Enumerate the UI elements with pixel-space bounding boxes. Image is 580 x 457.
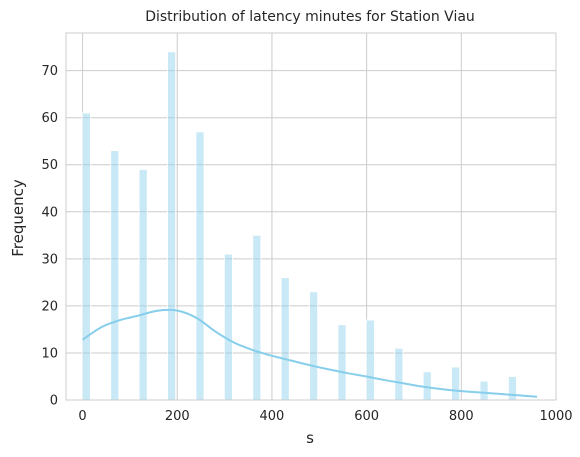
- plot-frame: [65, 32, 557, 401]
- grid-lines: [66, 33, 557, 401]
- y-tick-labels: 0 10 20 30 40 50 60 70: [41, 64, 58, 408]
- y-tick-label: 10: [41, 346, 58, 361]
- chart-title: Distribution of latency minutes for Stat…: [145, 9, 475, 25]
- histogram-bar: [365, 319, 375, 401]
- histogram-bar: [195, 131, 205, 401]
- kde-curve: [82, 308, 538, 398]
- x-tick-label: 600: [354, 409, 379, 424]
- histogram-bar: [223, 253, 233, 401]
- y-tick-label: 60: [41, 111, 58, 126]
- x-tick-labels: 0 200 400 600 800 1000: [78, 409, 572, 424]
- x-tick-label: 0: [78, 409, 86, 424]
- histogram-bar: [479, 380, 489, 401]
- y-axis-label: Frequency: [9, 179, 27, 257]
- histogram-bar: [252, 234, 262, 401]
- histogram-bar: [422, 371, 432, 401]
- y-tick-label: 50: [41, 158, 58, 173]
- histogram-bar: [280, 277, 290, 401]
- y-tick-label: 40: [41, 205, 58, 220]
- y-tick-label: 0: [50, 394, 58, 409]
- histogram-bars: [81, 51, 517, 401]
- x-tick-label: 800: [449, 409, 474, 424]
- x-tick-label: 200: [165, 409, 190, 424]
- y-tick-label: 70: [41, 64, 58, 79]
- histogram-bar: [309, 291, 319, 401]
- histogram-bar: [138, 169, 148, 401]
- histogram-bar: [394, 347, 404, 401]
- x-tick-label: 400: [260, 409, 285, 424]
- y-tick-label: 20: [41, 299, 58, 314]
- histogram-bar: [451, 366, 461, 401]
- histogram-bar: [167, 51, 176, 401]
- histogram-bar: [508, 376, 517, 401]
- x-axis-label: s: [306, 429, 314, 447]
- histogram-bar: [81, 112, 91, 401]
- histogram-bar: [110, 150, 120, 401]
- histogram-bar: [337, 324, 347, 401]
- y-tick-label: 30: [41, 252, 58, 267]
- x-tick-label: 1000: [539, 409, 572, 424]
